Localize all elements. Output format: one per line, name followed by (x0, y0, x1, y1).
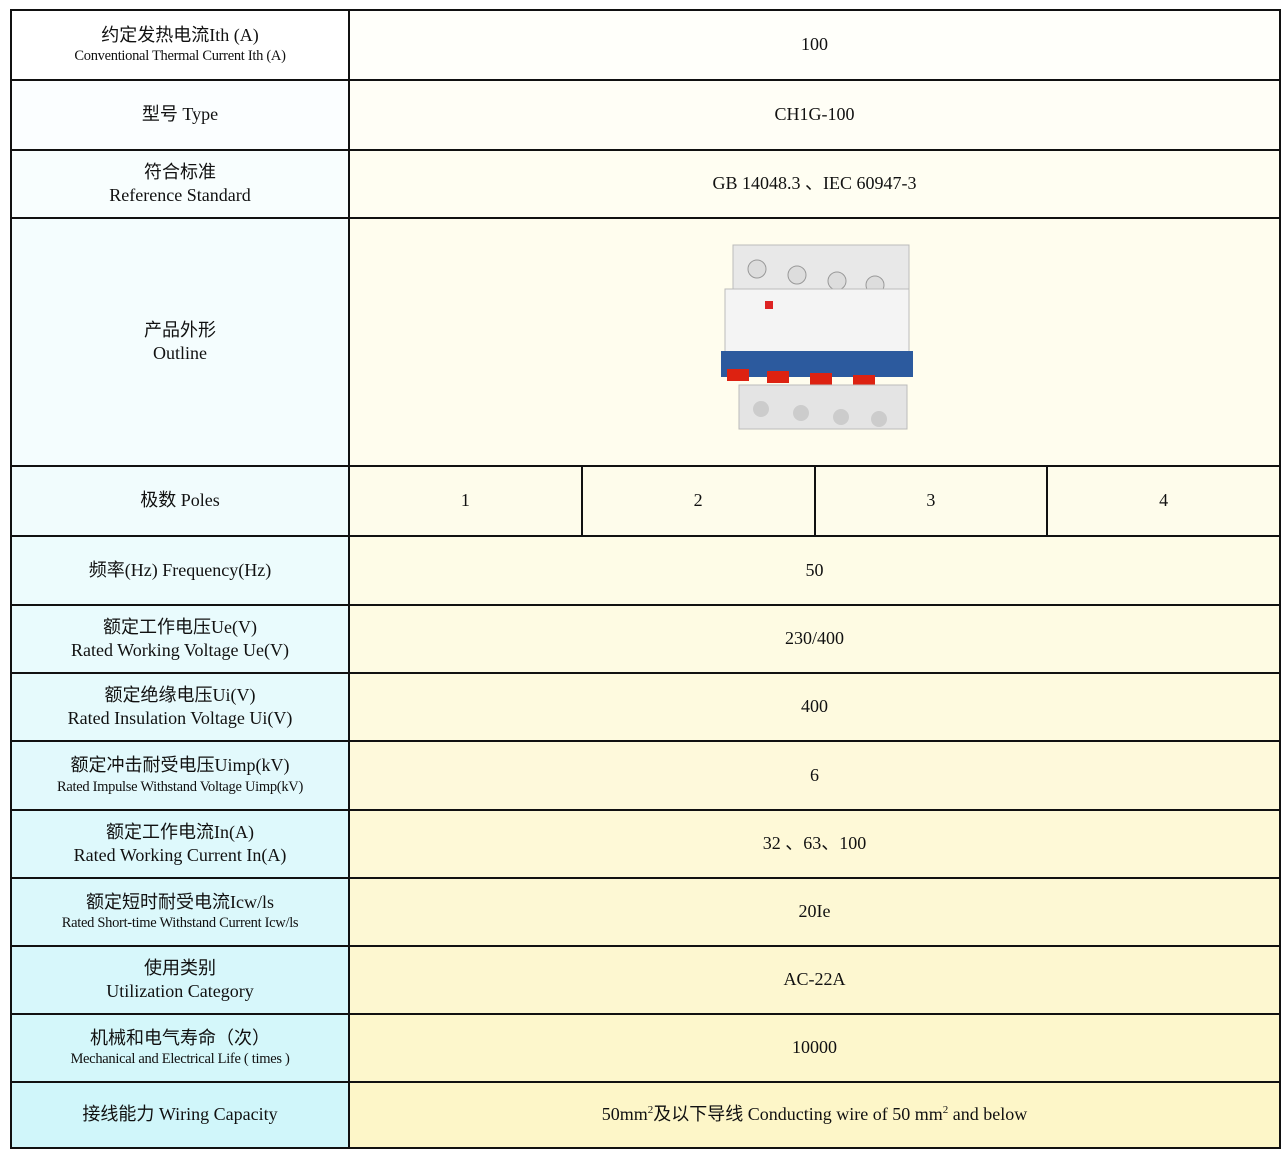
table-row: 约定发热电流Ith (A) Conventional Thermal Curren… (10, 9, 1281, 81)
label-cell: 额定绝缘电压Ui(V) Rated Insulation Voltage Ui(V… (10, 672, 350, 742)
label-cell: 机械和电气寿命（次） Mechanical and Electrical Life… (10, 1013, 350, 1083)
label-cell: 约定发热电流Ith (A) Conventional Thermal Curren… (10, 9, 350, 81)
label-text: 接线能力 Wiring Capacity (82, 1104, 278, 1125)
label-text: 额定绝缘电压Ui(V) (104, 684, 256, 705)
label-cell: 额定工作电压Ue(V) Rated Working Voltage Ue(V) (10, 604, 350, 674)
label-text: 额定工作电压Ue(V) (103, 616, 257, 637)
label-text: Rated Working Voltage Ue(V) (70, 640, 289, 660)
value-text: 4 (1159, 490, 1169, 511)
label-text: 频率(Hz) Frequency(Hz) (88, 559, 272, 580)
value-cell: CH1G-100 (348, 79, 1281, 151)
label-cell: 使用类别 Utilization Category (10, 945, 350, 1015)
value-cell: 50mm2及以下导线 Conducting wire of 50 mm2 and… (348, 1081, 1281, 1149)
label-cell: 接线能力 Wiring Capacity (10, 1081, 350, 1149)
superscript: 2 (647, 1104, 654, 1117)
label-text: Utilization Category (106, 981, 254, 1001)
table-row: 极数 Poles 1 2 3 4 (10, 465, 1281, 537)
label-text: 型号 Type (141, 104, 219, 125)
label-text: Reference Standard (109, 185, 251, 205)
value-text: AC-22A (783, 969, 846, 990)
value-text: 400 (801, 696, 828, 717)
label-text: Rated Working Current In(A) (73, 845, 287, 865)
table-row: 机械和电气寿命（次） Mechanical and Electrical Life… (10, 1013, 1281, 1083)
spec-table: 约定发热电流Ith (A) Conventional Thermal Curren… (10, 9, 1281, 1149)
label-text: 极数 Poles (140, 490, 220, 511)
label-text: Rated Impulse Withstand Voltage Uimp(kV) (57, 778, 303, 795)
label-cell: 产品外形 Outline (10, 217, 350, 467)
label-text: 约定发热电流Ith (A) (101, 24, 259, 45)
value-text: 2 (693, 490, 703, 511)
value-text: 及以下导线 Conducting wire of 50 mm (653, 1104, 943, 1125)
value-cell: 100 (348, 9, 1281, 81)
table-row: 使用类别 Utilization Category AC-22A (10, 945, 1281, 1015)
table-row: 接线能力 Wiring Capacity 50mm2及以下导线 Conductin… (10, 1081, 1281, 1149)
value-text: and below (948, 1104, 1028, 1125)
table-row: 额定绝缘电压Ui(V) Rated Insulation Voltage Ui(V… (10, 672, 1281, 742)
label-cell: 额定冲击耐受电压Uimp(kV) Rated Impulse Withstand … (10, 740, 350, 811)
value-text: CH1G-100 (774, 104, 855, 125)
value-text: 100 (801, 34, 828, 55)
value-text: 10000 (792, 1037, 837, 1058)
value-cell (348, 217, 1281, 467)
label-text: Outline (153, 343, 207, 363)
label-cell: 频率(Hz) Frequency(Hz) (10, 535, 350, 606)
table-row: 额定短时耐受电流Icw/ls Rated Short-time Withstand… (10, 877, 1281, 947)
value-cell: 400 (348, 672, 1281, 742)
label-text: 额定冲击耐受电压Uimp(kV) (70, 755, 290, 776)
table-row: 型号 Type CH1G-100 (10, 79, 1281, 151)
value-cell: 20Ie (348, 877, 1281, 947)
label-cell: 型号 Type (10, 79, 350, 151)
label-text: 符合标准 (144, 161, 216, 182)
value-cell: 1 (348, 465, 583, 537)
value-cell: 3 (813, 465, 1049, 537)
value-cell: 4 (1046, 465, 1281, 537)
value-text: 1 (460, 490, 470, 511)
value-text: 20Ie (798, 901, 831, 922)
label-text: 产品外形 (144, 319, 216, 340)
value-cell: 10000 (348, 1013, 1281, 1083)
label-text: Rated Insulation Voltage Ui(V) (67, 708, 293, 728)
label-text: Rated Short-time Withstand Current Icw/l… (61, 915, 299, 932)
value-cell: GB 14048.3 、IEC 60947-3 (348, 149, 1281, 219)
table-row: 符合标准 Reference Standard GB 14048.3 、IEC 60… (10, 149, 1281, 219)
value-cell: 32 、63、100 (348, 809, 1281, 879)
value-cell: 6 (348, 740, 1281, 811)
label-text: 额定工作电流In(A) (106, 821, 254, 842)
value-text: 230/400 (784, 628, 844, 649)
label-text: 机械和电气寿命（次） (90, 1027, 270, 1048)
label-cell: 极数 Poles (10, 465, 350, 537)
label-text: Conventional Thermal Current Ith (A) (74, 48, 286, 65)
label-text: 使用类别 (144, 957, 216, 978)
product-image (720, 244, 913, 430)
table-row: 产品外形 Outline (10, 217, 1281, 467)
table-row: 额定工作电压Ue(V) Rated Working Voltage Ue(V) 23… (10, 604, 1281, 674)
value-text: 6 (810, 764, 819, 785)
value-text: 32 、63、100 (762, 833, 867, 854)
superscript: 2 (942, 1104, 949, 1117)
value-text: 50mm (601, 1104, 648, 1125)
table-row: 额定工作电流In(A) Rated Working Current In(A) 32… (10, 809, 1281, 879)
value-cell: 230/400 (348, 604, 1281, 674)
value-text: 50 (805, 559, 824, 580)
label-text: 额定短时耐受电流Icw/ls (86, 891, 274, 912)
value-text: GB 14048.3 、IEC 60947-3 (712, 173, 917, 194)
value-cell: AC-22A (348, 945, 1281, 1015)
label-cell: 符合标准 Reference Standard (10, 149, 350, 219)
table-row: 频率(Hz) Frequency(Hz) 50 (10, 535, 1281, 606)
value-cell: 2 (580, 465, 816, 537)
table-row: 额定冲击耐受电压Uimp(kV) Rated Impulse Withstand … (10, 740, 1281, 811)
value-cell: 50 (348, 535, 1281, 606)
label-cell: 额定工作电流In(A) Rated Working Current In(A) (10, 809, 350, 879)
label-cell: 额定短时耐受电流Icw/ls Rated Short-time Withstand… (10, 877, 350, 947)
value-text: 3 (926, 490, 936, 511)
label-text: Mechanical and Electrical Life ( times ) (70, 1051, 290, 1068)
